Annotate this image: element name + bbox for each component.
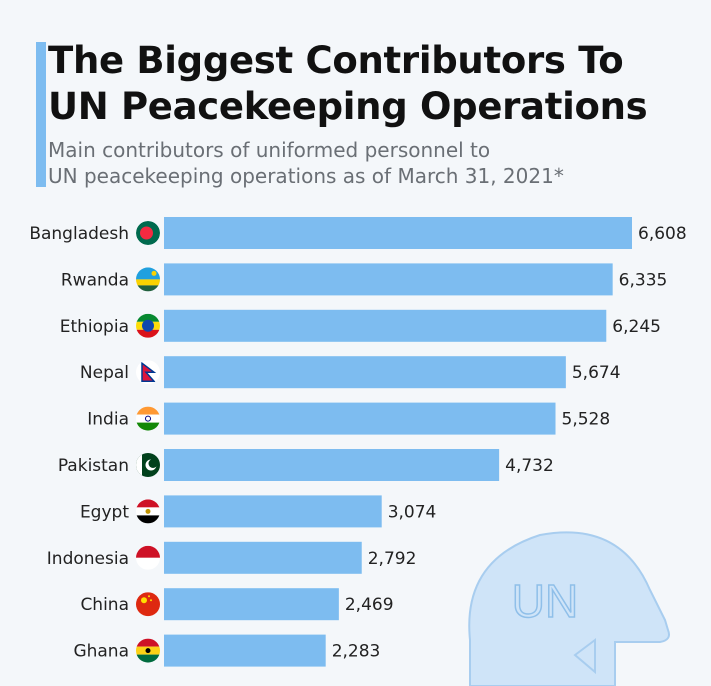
- bar-row-egypt: Egypt 3,074: [80, 495, 437, 528]
- value-label: 6,608: [638, 224, 687, 244]
- bar: [164, 263, 613, 296]
- title-line-2: UN Peacekeeping Operations: [48, 85, 648, 128]
- category-label: Rwanda: [61, 270, 129, 290]
- china-flag-icon: [136, 592, 160, 617]
- bar-row-india: India 5,528: [87, 402, 611, 435]
- nepal-flag-icon: [136, 360, 160, 385]
- bar-row-bangladesh: Bangladesh 6,608: [29, 217, 687, 249]
- value-label: 2,792: [368, 549, 417, 569]
- india-flag-icon: [136, 406, 160, 431]
- indonesia-flag-icon: [136, 545, 160, 570]
- category-label: Nepal: [80, 363, 129, 383]
- bar: [164, 309, 607, 342]
- egypt-flag-icon: [136, 499, 160, 524]
- bar: [164, 449, 500, 481]
- rwanda-flag-icon: [136, 267, 160, 292]
- bar: [164, 634, 326, 667]
- bar-row-ghana: Ghana 2,283: [73, 634, 381, 667]
- value-label: 2,469: [345, 595, 394, 615]
- bar: [164, 402, 556, 435]
- bar: [164, 495, 382, 528]
- title-accent-bar: [36, 42, 46, 187]
- pakistan-flag-icon: [136, 453, 160, 477]
- bar: [164, 356, 566, 389]
- ethiopia-flag-icon: [136, 313, 160, 338]
- un-helmet-icon: UN: [468, 531, 670, 686]
- bar: [164, 541, 362, 574]
- title-line-1: The Biggest Contributors To: [48, 39, 624, 82]
- category-label: Egypt: [80, 502, 129, 522]
- bar-row-rwanda: Rwanda 6,335: [61, 263, 668, 296]
- value-label: 5,528: [562, 410, 611, 430]
- bar-row-china: China 2,469: [80, 588, 394, 621]
- bar-row-ethiopia: Ethiopia 6,245: [60, 309, 661, 342]
- value-label: 2,283: [332, 642, 381, 662]
- value-label: 6,245: [612, 317, 661, 337]
- category-label: Pakistan: [58, 456, 129, 476]
- category-label: China: [80, 595, 129, 615]
- value-label: 6,335: [619, 270, 668, 290]
- subtitle-line-2: UN peacekeeping operations as of March 3…: [48, 164, 564, 188]
- page-title: The Biggest Contributors To UN Peacekeep…: [48, 38, 648, 130]
- category-label: Ethiopia: [60, 317, 129, 337]
- value-label: 5,674: [572, 363, 621, 383]
- bar: [164, 217, 632, 249]
- helmet-un-text: UN: [512, 575, 578, 627]
- category-label: Ghana: [73, 642, 129, 662]
- bar: [164, 588, 339, 621]
- value-label: 3,074: [388, 502, 437, 522]
- value-label: 4,732: [505, 456, 554, 476]
- bar-row-pakistan: Pakistan 4,732: [58, 449, 554, 481]
- bar-row-indonesia: Indonesia 2,792: [47, 541, 417, 574]
- ghana-flag-icon: [136, 638, 160, 663]
- bangladesh-flag-icon: [136, 221, 160, 245]
- bar-row-nepal: Nepal 5,674: [80, 356, 621, 389]
- category-label: India: [87, 410, 129, 430]
- category-label: Indonesia: [47, 549, 129, 569]
- category-label: Bangladesh: [29, 224, 129, 244]
- subtitle: Main contributors of uniformed personnel…: [48, 137, 564, 189]
- subtitle-line-1: Main contributors of uniformed personnel…: [48, 138, 491, 162]
